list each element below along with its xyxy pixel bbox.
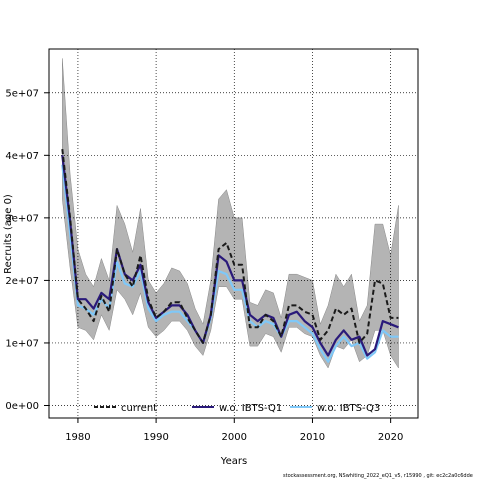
legend-label-2: w.o. IBTS-Q3 <box>317 403 380 414</box>
legend-label-1: w.o. IBTS-Q1 <box>219 403 282 414</box>
y-axis: 0e+00 1e+07 2e+07 3e+07 4e+07 5e+07 <box>5 88 49 412</box>
series-line-0 <box>61 148 399 344</box>
x-axis-title: Years <box>220 456 247 467</box>
y-tick-label: 1e+07 <box>5 338 39 349</box>
series-line-2 <box>61 164 399 363</box>
uncertainty-band-layer <box>62 58 399 369</box>
x-axis: 1980 1990 2000 2010 2020 <box>65 418 403 443</box>
x-tick-label: 2000 <box>222 432 247 443</box>
plot-frame <box>48 48 419 419</box>
y-tick-label: 5e+07 <box>5 88 39 99</box>
y-tick-label: 4e+07 <box>5 151 39 162</box>
confidence-band <box>62 58 399 369</box>
y-tick-label: 3e+07 <box>5 213 39 224</box>
x-tick-label: 2010 <box>300 432 325 443</box>
x-tick-label: 2020 <box>378 432 403 443</box>
y-axis-title: Recruits (age 0) <box>3 194 14 274</box>
y-tick-label: 0e+00 <box>5 401 39 412</box>
y-tick-label: 2e+07 <box>5 276 39 287</box>
footer-credit: stockassessment.org, NSwhiting_2022_eQ1_… <box>283 473 473 479</box>
legend-label-0: current <box>121 403 157 414</box>
x-tick-label: 1980 <box>65 432 90 443</box>
series-layer <box>61 148 399 363</box>
x-tick-label: 1990 <box>143 432 168 443</box>
legend: current w.o. IBTS-Q1 w.o. IBTS-Q3 <box>94 403 380 414</box>
